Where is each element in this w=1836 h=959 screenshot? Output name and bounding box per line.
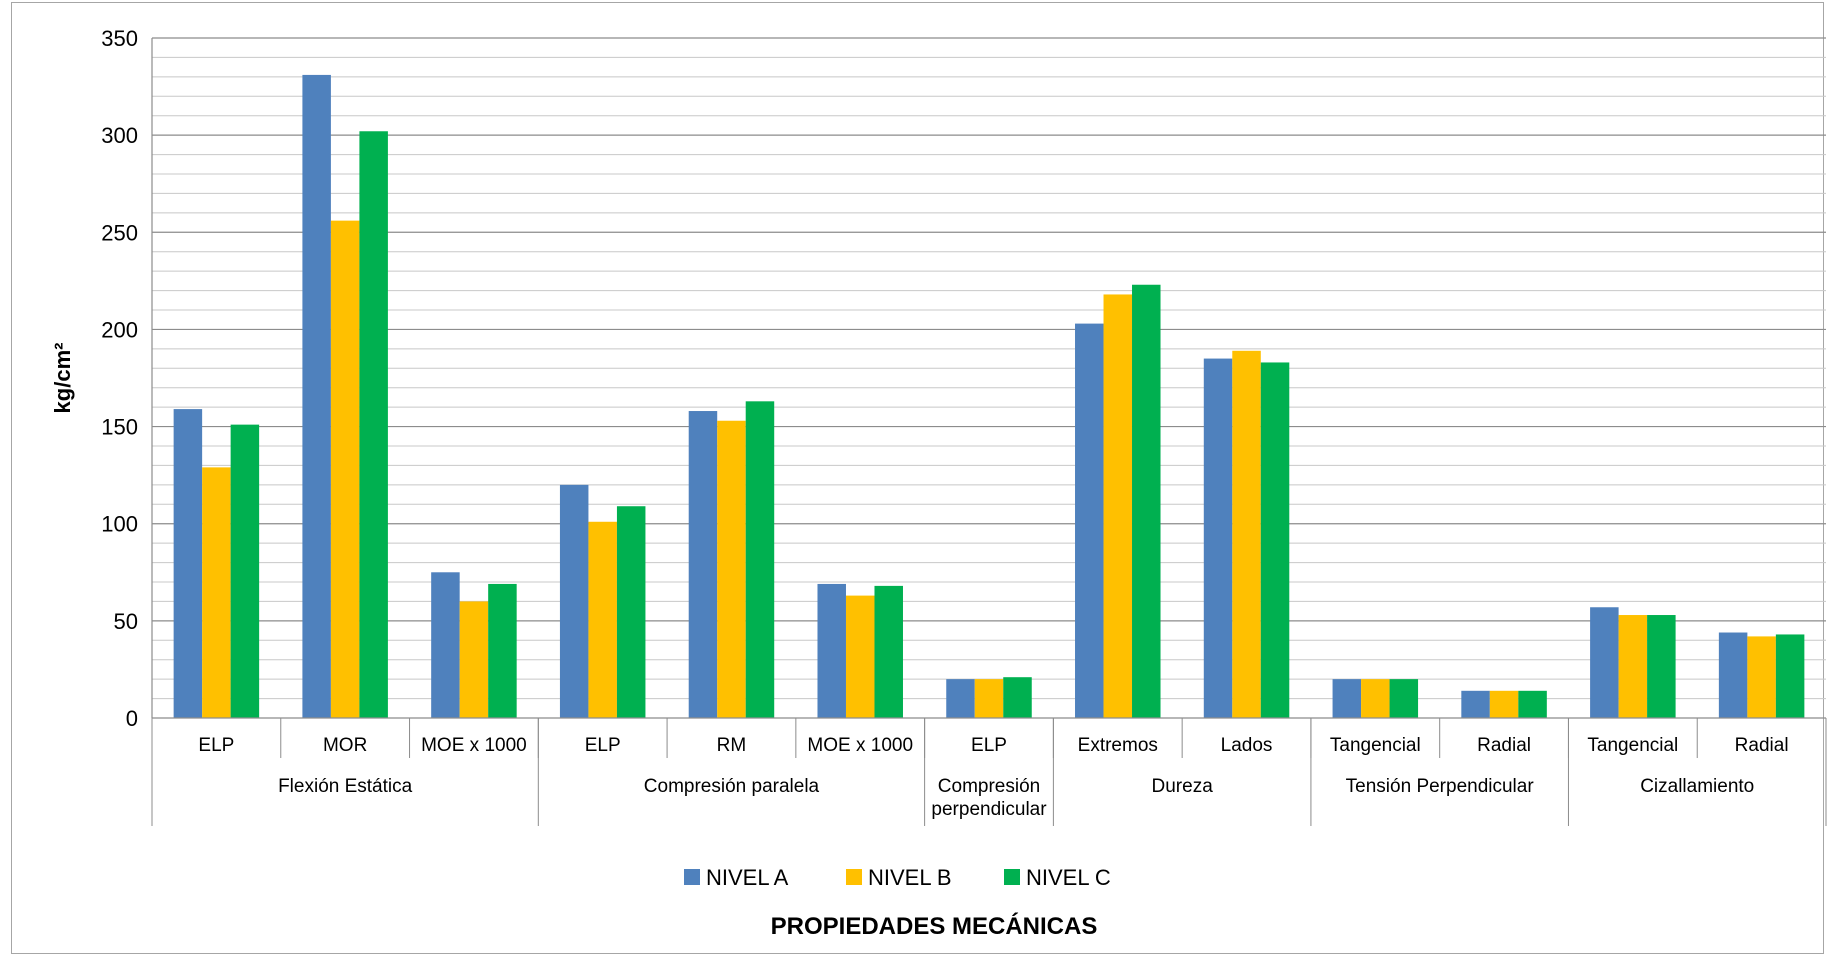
bar-nivel-c: [1003, 677, 1032, 718]
bar-nivel-c: [745, 401, 775, 718]
legend-label: NIVEL A: [706, 865, 789, 890]
bar-nivel-c: [616, 506, 646, 718]
legend: NIVEL A NIVEL B NIVEL C: [684, 865, 1111, 890]
bar-nivel-c: [1647, 615, 1676, 718]
bar-nivel-a: [1075, 323, 1104, 718]
bar-nivel-b: [717, 420, 746, 718]
category-label: MOR: [323, 735, 367, 756]
bar-nivel-c: [230, 424, 260, 718]
group-label: Flexión Estática: [278, 776, 413, 797]
category-label: Extremos: [1078, 735, 1158, 756]
bar-nivel-b: [1103, 294, 1133, 718]
bar-nivel-c: [1260, 362, 1290, 718]
labels: 0 50 100 150 200 250 300 350 ELP MOR MOE x 1000 ELP…: [101, 26, 1788, 820]
legend-label: NIVEL C: [1026, 865, 1111, 890]
bar-nivel-a: [946, 679, 975, 718]
bar-nivel-a: [431, 572, 460, 718]
category-label: Lados: [1221, 735, 1273, 756]
group-label: perpendicular: [931, 799, 1047, 820]
bar-nivel-c: [359, 131, 388, 718]
legend-swatch-nivel-a: [684, 869, 700, 885]
bar-nivel-b: [1618, 615, 1648, 718]
bar-nivel-b: [1747, 636, 1776, 718]
x-axis-title: PROPIEDADES MECÁNICAS: [771, 912, 1098, 940]
bar-nivel-c: [874, 585, 903, 718]
bars: [173, 74, 1805, 718]
category-label: Tangencial: [1330, 735, 1421, 756]
group-label: Cizallamiento: [1640, 776, 1754, 797]
bar-nivel-b: [845, 595, 875, 718]
bar-nivel-c: [1775, 634, 1805, 718]
category-label: ELP: [971, 735, 1007, 756]
bar-nivel-a: [688, 411, 718, 718]
bar-nivel-a: [1590, 607, 1619, 718]
category-label: MOE x 1000: [421, 735, 527, 756]
y-tick-label: 150: [101, 415, 138, 440]
legend-swatch-nivel-b: [846, 869, 862, 885]
bar-nivel-c: [488, 583, 517, 718]
bar-nivel-c: [1389, 679, 1419, 718]
bar-nivel-b: [588, 521, 617, 718]
bar-nivel-a: [1203, 358, 1233, 718]
category-label: MOE x 1000: [807, 735, 913, 756]
bar-nivel-a: [1461, 690, 1490, 718]
gridlines: [152, 37, 1826, 700]
bar-nivel-a: [302, 74, 331, 718]
y-tick-label: 350: [101, 26, 138, 51]
bar-nivel-b: [974, 679, 1004, 718]
category-label: Radial: [1735, 735, 1789, 756]
bar-nivel-b: [1361, 679, 1390, 718]
category-label: ELP: [585, 735, 621, 756]
bar-nivel-a: [1332, 679, 1362, 718]
y-tick-label: 200: [101, 317, 138, 342]
y-axis-title: kg/cm²: [50, 343, 75, 414]
bar-nivel-b: [330, 220, 360, 718]
y-tick-label: 50: [114, 609, 138, 634]
bar-nivel-a: [1718, 632, 1748, 718]
category-label: ELP: [198, 735, 234, 756]
bar-nivel-c: [1132, 284, 1161, 718]
category-label: RM: [717, 735, 747, 756]
group-label: Dureza: [1152, 776, 1214, 797]
bar-nivel-b: [1232, 350, 1261, 718]
category-label: Radial: [1477, 735, 1531, 756]
y-tick-label: 0: [126, 706, 138, 731]
y-tick-label: 300: [101, 123, 138, 148]
bar-nivel-a: [559, 484, 589, 718]
bar-nivel-b: [202, 467, 231, 718]
y-tick-label: 100: [101, 512, 138, 537]
category-label: Tangencial: [1587, 735, 1678, 756]
bar-nivel-a: [173, 409, 203, 718]
bar-nivel-c: [1518, 690, 1547, 718]
bar-nivel-b: [1489, 690, 1519, 718]
group-label: Compresión paralela: [644, 776, 820, 797]
bar-nivel-b: [459, 601, 489, 718]
y-tick-label: 250: [101, 220, 138, 245]
legend-label: NIVEL B: [868, 865, 952, 890]
axes: [151, 38, 1827, 826]
legend-swatch-nivel-c: [1004, 869, 1020, 885]
group-label: Compresión: [938, 776, 1040, 797]
bar-nivel-a: [817, 583, 846, 718]
group-label: Tensión Perpendicular: [1346, 776, 1535, 797]
